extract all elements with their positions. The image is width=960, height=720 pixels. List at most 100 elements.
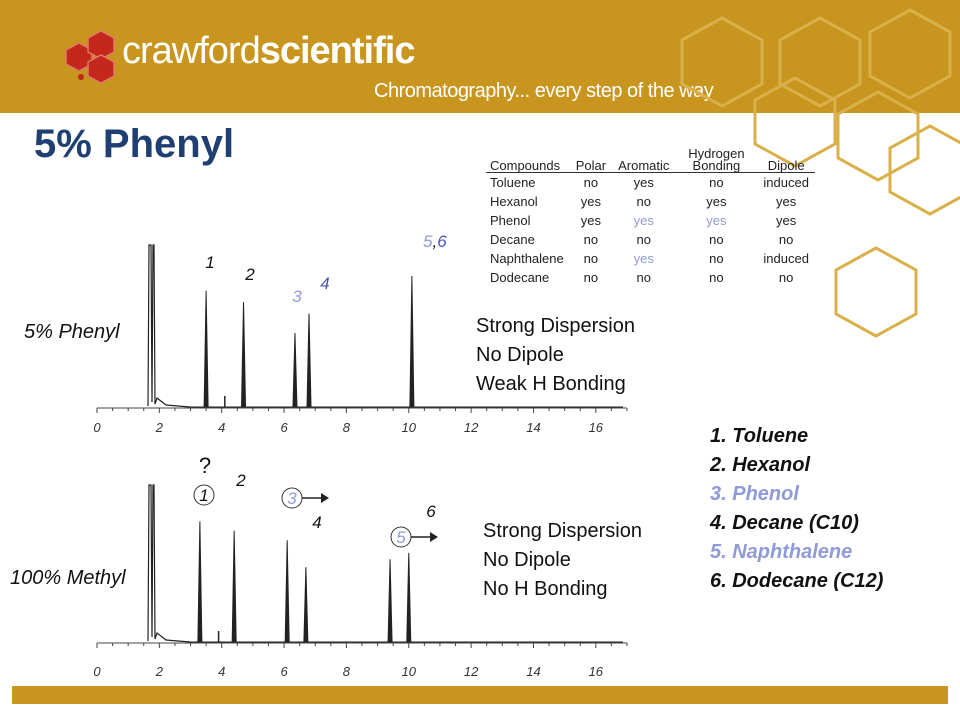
footer-bar [12,686,948,704]
x-tick-label: 14 [526,664,540,679]
table-cell: no [709,251,724,266]
table-cell: Hexanol [490,194,538,209]
table-row: Decane no no no no [486,230,815,249]
legend-entry: 6. Dodecane (C12) [710,570,884,592]
description-line: No H Bonding [483,578,608,600]
chromatogram-peak [406,552,412,643]
table-cell: yes [580,213,602,228]
x-tick-label: 10 [402,420,417,435]
table-row: Naphthalene no yes no induced [486,249,815,268]
x-tick-label: 8 [343,664,351,679]
table-cell: yes [776,213,797,228]
x-tick-label: 16 [589,664,604,679]
chart-phase-label: 5% Phenyl [24,321,120,343]
peak-label: 2 [235,471,246,490]
peak-label: 5,6 [423,232,447,251]
description-line: No Dipole [476,344,564,366]
table-cell: Decane [490,232,535,247]
table-row: Hexanol yes no yes yes [486,192,815,211]
header-compounds: Compounds [490,158,561,173]
header-polar: Polar [575,158,607,173]
logo-icon [65,30,115,84]
table-cell: Toluene [486,172,570,192]
table-cell: no [636,270,651,285]
x-tick-label: 0 [93,664,101,679]
peak-label: 5 [396,528,406,547]
table-cell: no [778,232,794,247]
table-cell: induced [763,251,809,266]
table-cell: no [636,194,651,209]
table-cell: no [709,232,724,247]
brand-name: crawfordscientific [122,30,416,73]
table-cell: yes [633,251,654,266]
table-cell: Phenol [490,213,531,228]
solvent-front-trace [147,244,191,408]
peak-label: 1 [199,486,208,505]
chromatogram-peak [284,540,290,643]
x-tick-label: 12 [464,420,479,435]
table-cell: yes [706,213,727,228]
solvent-front-trace [147,484,191,643]
table-cell: yes [706,194,727,209]
phase-description-bottom: Strong Dispersion No Dipole No H Bonding [483,517,642,604]
header-dipole: Dipole [767,158,805,173]
shift-arrow-head [321,493,329,503]
peak-label: 3 [292,287,302,306]
peak-label: 1 [205,253,214,272]
table-cell: no [778,270,794,285]
x-tick-label: 12 [464,664,479,679]
table-cell: no [583,232,599,247]
shift-arrow-head [430,532,438,542]
legend-entry: 2. Hexanol [710,454,811,476]
table-row: Toluene no yes no induced [486,172,815,192]
table-cell: no [583,251,599,266]
table-cell: no [675,172,758,192]
legend-entry: 3. Phenol [710,483,799,505]
page-title: 5% Phenyl [34,122,235,166]
table-cell: yes [580,194,602,209]
table-cell: yes [776,194,797,209]
header-aromatic: Aromatic [618,158,670,173]
chromatogram-peak [409,275,415,408]
legend-entry: 5. Naphthalene [710,541,853,563]
brand-name-bold: scientific [259,30,416,72]
table-cell: no [709,270,724,285]
table-cell: Dodecane [490,270,550,285]
phase-description-top: Strong Dispersion No Dipole Weak H Bondi… [476,312,635,399]
description-line: No Dipole [483,549,571,571]
header-hydrogen-bonding: Hydrogen Bonding [688,146,745,173]
table-header-row: Compounds Polar Aromatic Hydrogen Bondin… [486,132,815,173]
x-tick-label: 14 [526,420,540,435]
table-cell: yes [612,172,676,192]
table-cell: no [636,232,651,247]
x-tick-label: 10 [402,664,417,679]
description-line: Strong Dispersion [476,315,635,337]
chromatogram-peak [303,567,309,643]
peak-label: 3 [287,489,297,508]
x-tick-label: 6 [280,664,288,679]
table-cell: no [569,172,613,192]
table-cell: Naphthalene [490,251,564,266]
table-cell: induced [757,172,815,192]
peak-label: 6 [426,502,436,521]
x-tick-label: 0 [93,420,101,435]
brand-tagline: Chromatography... every step of the way [374,80,714,102]
description-line: Weak H Bonding [476,373,626,395]
table-row: Dodecane no no no no [486,268,815,287]
chart-phase-label: 100% Methyl [10,567,126,589]
legend-entry: 4. Decane (C10) [710,512,859,534]
table-cell: yes [633,213,654,228]
chromatogram-peak [197,521,203,643]
peak-label: 4 [320,274,329,293]
x-tick-label: 4 [218,420,225,435]
chromatogram-peak [231,530,237,643]
header-banner: crawfordscientific Chromatography... eve… [0,0,960,113]
chromatogram-peak [203,290,209,408]
brand-name-light: crawford [122,30,261,72]
properties-table: Compounds Polar Aromatic Hydrogen Bondin… [486,132,815,287]
chromatogram-peak [387,559,393,643]
chromatogram-peak [241,302,247,408]
x-tick-label: 2 [155,420,164,435]
